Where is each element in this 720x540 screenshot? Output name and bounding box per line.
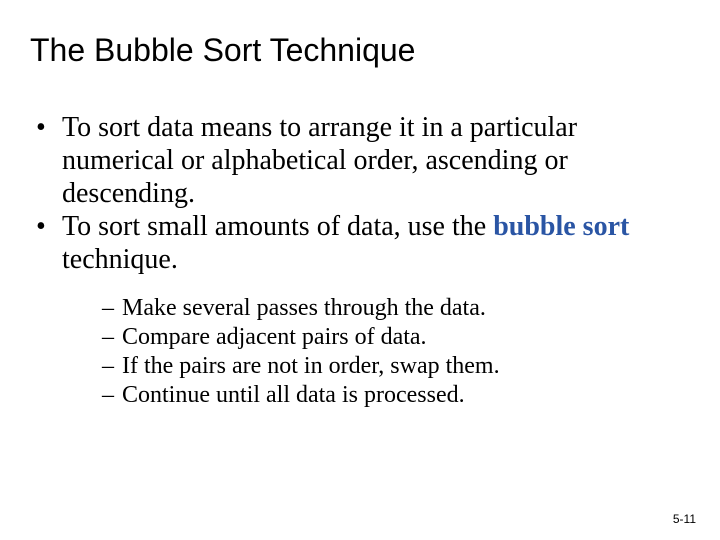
- bullet-list-level2: Make several passes through the data. Co…: [62, 294, 690, 409]
- sub-bullet-2: Compare adjacent pairs of data.: [62, 323, 690, 352]
- page-number: 5-11: [673, 512, 696, 526]
- bullet-item-2-pre: To sort small amounts of data, use the: [62, 211, 493, 242]
- bullet-item-1-text: To sort data means to arrange it in a pa…: [62, 112, 577, 209]
- sub-bullet-3: If the pairs are not in order, swap them…: [62, 352, 690, 381]
- slide: The Bubble Sort Technique To sort data m…: [0, 0, 720, 540]
- bullet-item-2-post: technique.: [62, 244, 178, 275]
- bullet-item-2: To sort small amounts of data, use the b…: [30, 210, 690, 409]
- sub-bullet-1: Make several passes through the data.: [62, 294, 690, 323]
- bullet-item-1: To sort data means to arrange it in a pa…: [30, 111, 690, 210]
- slide-title: The Bubble Sort Technique: [30, 32, 690, 69]
- sub-bullet-4: Continue until all data is processed.: [62, 381, 690, 410]
- bullet-item-2-emph: bubble sort: [493, 211, 629, 242]
- bullet-list-level1: To sort data means to arrange it in a pa…: [30, 111, 690, 409]
